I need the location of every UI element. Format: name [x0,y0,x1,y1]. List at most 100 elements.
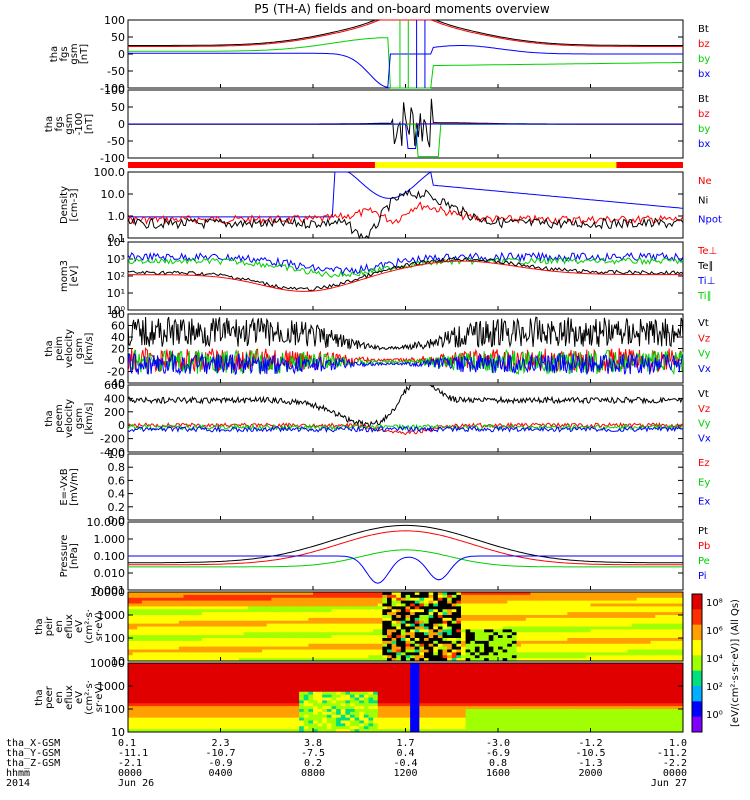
spec-cell [414,649,420,653]
spec-cell [474,652,480,656]
spec-cell [239,620,245,625]
spec-cell [437,649,443,653]
spec-cell [382,663,388,667]
spec-cell [479,626,485,630]
spec-cell [447,700,453,704]
spec-cell [345,623,351,627]
spec-cell [655,658,661,662]
spec-cell [299,623,305,627]
spec-cell [326,717,332,721]
spec-cell [609,640,615,645]
spec-cell [183,600,189,604]
spec-cell [266,714,272,719]
spec-cell [396,668,402,673]
spec-cell [211,726,217,730]
spec-cell [641,620,647,625]
spec-cell [206,723,212,727]
spec-cell [387,606,393,610]
spec-cell [206,640,212,645]
spec-cell [174,697,180,701]
spec-cell [382,592,388,596]
spec-cell [488,620,494,625]
spec-cell [433,652,439,656]
spec-cell [345,688,351,693]
spec-cell [396,594,402,599]
spec-cell [257,677,263,681]
spec-cell [206,677,212,681]
spec-cell [433,729,439,733]
spec-cell [331,603,337,607]
spec-cell [336,717,342,721]
spec-cell [248,643,254,648]
spec-cell [535,612,541,616]
spec-cell [599,594,605,599]
spec-cell [377,658,383,662]
spec-cell [442,632,448,636]
spec-cell [377,729,383,733]
spec-cell [382,697,388,701]
spec-cell [345,646,351,650]
spec-cell [655,606,661,610]
spec-cell [368,640,374,645]
spec-cell [567,600,573,604]
spec-cell [585,643,591,648]
spec-cell [280,609,286,613]
spec-cell [317,620,323,625]
spec-cell [641,594,647,599]
spec-cell [266,638,272,642]
spec-cell [535,655,541,659]
spec-cell [262,617,268,622]
spec-cell [567,597,573,602]
spec-cell [188,600,194,604]
spec-cell [373,635,379,639]
spec-cell [470,609,476,613]
spec-cell [377,683,383,687]
spec-cell [220,646,226,650]
spec-cell [239,720,245,724]
spec-cell [317,697,323,701]
spec-cell [387,671,393,675]
spec-cell [141,594,147,599]
spec-cell [576,594,582,599]
spec-cell [188,726,194,730]
spec-cell [521,623,527,627]
spec-cell [465,709,471,713]
spec-cell [447,592,453,596]
spec-cell [414,623,420,627]
spec-cell [354,649,360,653]
spec-cell [470,668,476,673]
spec-cell [387,706,393,710]
spec-cell [498,617,504,622]
spec-cell [266,720,272,724]
spec-cell [225,592,231,596]
spec-cell [484,612,490,616]
spec-cell [590,620,596,625]
spec-cell [465,703,471,707]
spec-cell [313,638,319,642]
spec-cell [456,683,462,687]
spec-cell [470,714,476,719]
spec-cell [391,658,397,662]
spec-cell [433,626,439,630]
spec-cell [678,658,684,662]
spec-cell [262,615,268,619]
spec-cell [387,711,393,716]
spec-cell [345,665,351,670]
spec-cell [155,603,161,607]
spec-cell [174,671,180,675]
spec-cell [363,697,369,701]
spec-cell [433,694,439,698]
spec-cell [502,597,508,602]
spec-cell [211,629,217,633]
spec-cell [373,643,379,648]
spec-cell [165,711,171,716]
spec-cell [188,626,194,630]
spec-cell [308,691,314,696]
spec-cell [622,615,628,619]
spec-cell [641,655,647,659]
spec-cell [363,680,369,684]
spec-cell [303,652,309,656]
spec-cell [516,629,522,633]
spec-cell [239,640,245,645]
y-axis-label: peir [44,616,55,636]
